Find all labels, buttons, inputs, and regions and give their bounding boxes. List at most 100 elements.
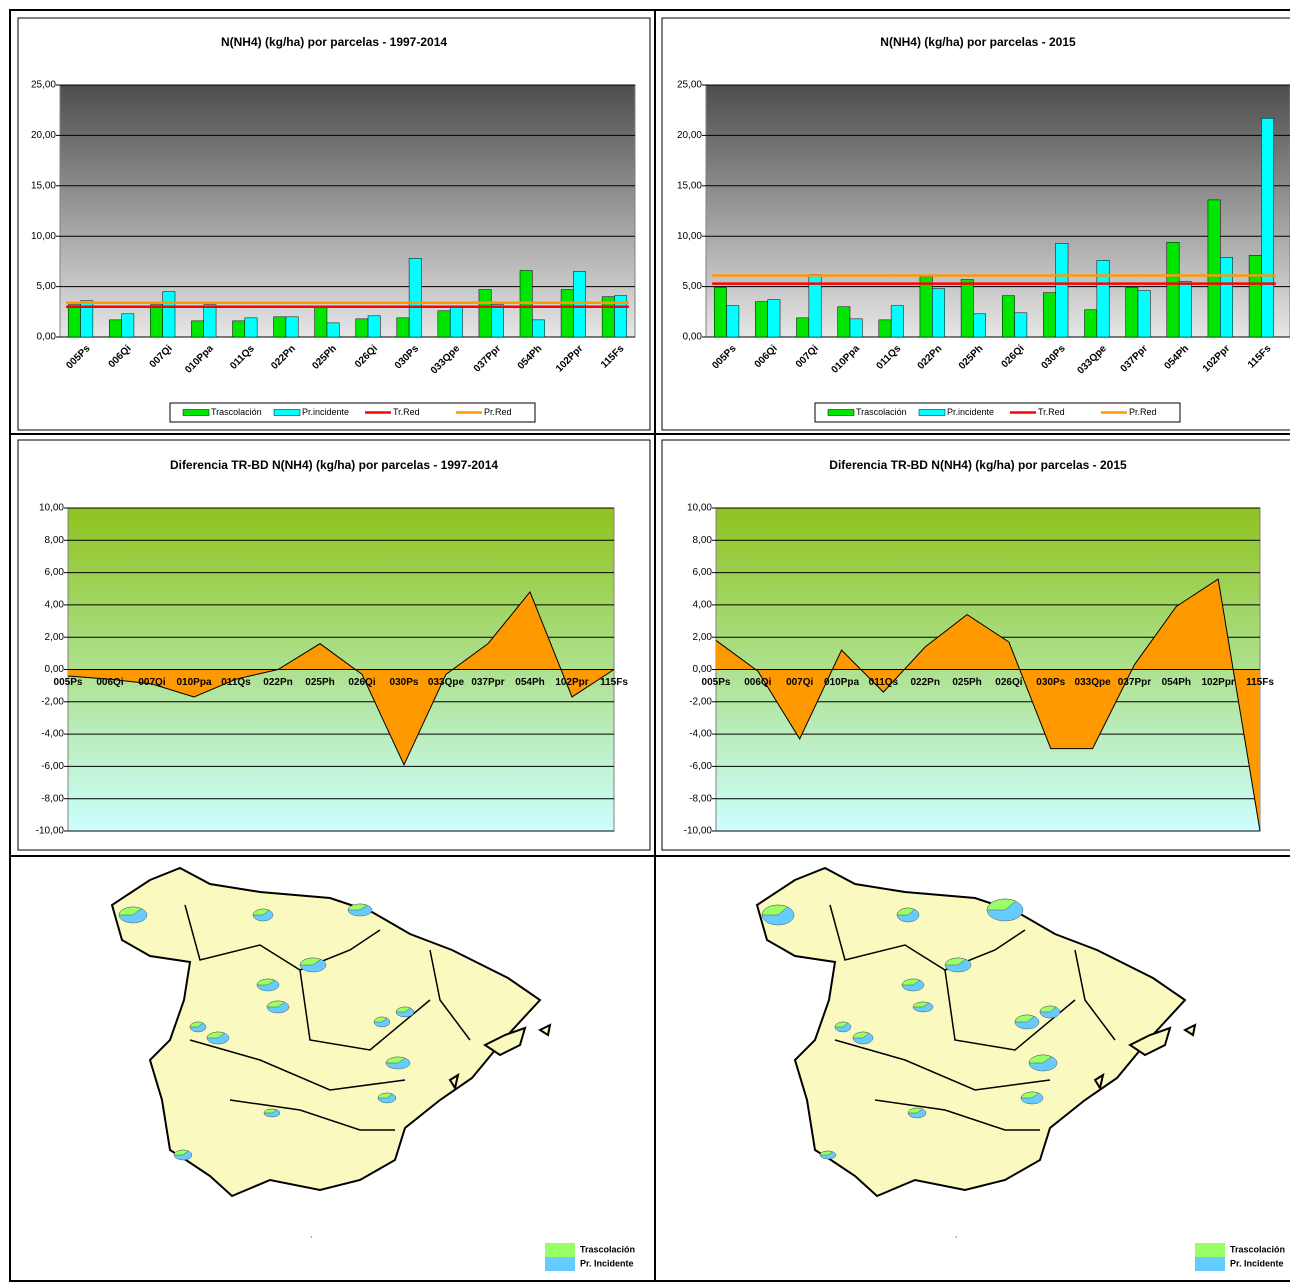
legend-label: Tr.Red xyxy=(1038,407,1065,417)
pie-slice xyxy=(206,1031,226,1039)
pie-slice xyxy=(907,1107,923,1114)
x-tick-label: 010Ppa xyxy=(176,677,211,688)
pie-slice xyxy=(385,1056,406,1064)
chart-title: Diferencia TR-BD N(NH4) (kg/ha) por parc… xyxy=(170,458,498,472)
pie-slice xyxy=(912,1001,930,1008)
bar xyxy=(878,319,892,338)
area xyxy=(716,579,1260,831)
y-tick-label: -8,00 xyxy=(689,793,712,804)
bar xyxy=(396,317,410,338)
y-tick-label: -4,00 xyxy=(41,729,64,740)
bar xyxy=(849,318,863,338)
pie-slice xyxy=(299,957,322,966)
legend-label: Pr.incidente xyxy=(302,407,349,417)
y-tick-label: 0,00 xyxy=(37,332,57,343)
bar xyxy=(491,304,504,338)
y-tick-label: 10,00 xyxy=(39,503,64,514)
legend-label: Trascolación xyxy=(1230,1244,1285,1254)
bar xyxy=(314,307,328,338)
chart-title: N(NH4) (kg/ha) por parcelas - 1997-2014 xyxy=(221,35,447,49)
pie-slice xyxy=(256,978,276,986)
legend-label: Pr.incidente xyxy=(947,407,994,417)
x-tick-label: 022Pn xyxy=(263,677,292,688)
legend-swatch xyxy=(182,409,210,416)
x-tick-label: 102Ppr xyxy=(1201,677,1234,688)
bar xyxy=(919,276,933,338)
bar xyxy=(150,304,163,338)
x-tick-label: 037Ppr xyxy=(1118,677,1151,688)
pie-slice xyxy=(373,1016,388,1023)
pie-slice xyxy=(395,1006,411,1013)
y-tick-label: -6,00 xyxy=(41,761,64,772)
pie-slice xyxy=(266,1000,286,1008)
x-tick-label: 033Qpe xyxy=(428,677,465,688)
bar xyxy=(355,318,369,338)
x-tick-label: 054Ph xyxy=(515,677,544,688)
legend-swatch xyxy=(1195,1257,1225,1271)
bar xyxy=(960,279,974,338)
legend-label: Trascolación xyxy=(211,407,262,417)
bar xyxy=(1220,257,1233,338)
y-tick-label: 20,00 xyxy=(31,130,56,141)
bar xyxy=(1096,260,1110,338)
bar xyxy=(408,258,422,338)
bar xyxy=(367,315,381,338)
pie-slice xyxy=(986,898,1017,911)
y-tick-label: 4,00 xyxy=(693,600,713,611)
x-tick-label: 011Qs xyxy=(869,677,899,688)
x-tick-label: 025Ph xyxy=(305,677,334,688)
pie-slice xyxy=(1014,1014,1035,1023)
legend-swatch xyxy=(1195,1243,1225,1257)
x-tick-label: 007Qi xyxy=(786,677,813,688)
x-tick-label: 007Qi xyxy=(138,677,165,688)
chart-title: N(NH4) (kg/ha) por parcelas - 2015 xyxy=(880,35,1076,49)
bar xyxy=(273,316,287,338)
bar xyxy=(109,319,122,338)
y-tick-label: 2,00 xyxy=(693,632,713,643)
pie-slice xyxy=(852,1031,870,1039)
y-tick-label: 5,00 xyxy=(37,281,57,292)
y-tick-label: 8,00 xyxy=(45,535,65,546)
y-tick-label: -4,00 xyxy=(689,729,712,740)
x-tick-label: 006Qi xyxy=(96,677,123,688)
pie-slice xyxy=(819,1150,834,1156)
pie-slice xyxy=(189,1021,204,1028)
pie-slice xyxy=(263,1108,278,1114)
bar xyxy=(80,300,94,338)
pie-slice xyxy=(1020,1091,1040,1099)
y-tick-label: 8,00 xyxy=(693,535,713,546)
plot-area xyxy=(59,84,636,338)
legend-swatch xyxy=(545,1257,575,1271)
bar xyxy=(203,304,217,338)
bar xyxy=(326,322,340,338)
bar xyxy=(1178,281,1192,338)
chart-title: Diferencia TR-BD N(NH4) (kg/ha) por parc… xyxy=(829,458,1127,472)
y-tick-label: -8,00 xyxy=(41,793,64,804)
legend-swatch xyxy=(827,409,855,416)
bar xyxy=(1014,312,1028,338)
bar xyxy=(1055,243,1069,338)
bar xyxy=(437,310,451,338)
legend-swatch xyxy=(273,409,301,416)
legend-label: Pr. Incidente xyxy=(1230,1258,1284,1268)
dot: . xyxy=(310,1229,313,1239)
x-tick-label: 022Pn xyxy=(910,677,939,688)
x-tick-label: 102Ppr xyxy=(555,677,588,688)
y-tick-label: -10,00 xyxy=(684,826,713,837)
bar xyxy=(755,301,768,338)
pie-slice xyxy=(896,907,916,916)
x-tick-label: 054Ph xyxy=(1162,677,1191,688)
x-tick-label: 005Ps xyxy=(54,677,83,688)
bar xyxy=(837,306,851,338)
y-tick-label: -6,00 xyxy=(689,761,712,772)
legend xyxy=(814,402,1181,423)
pie-slice xyxy=(901,978,921,986)
legend-label: Trascolación xyxy=(580,1244,635,1254)
y-tick-label: 10,00 xyxy=(687,503,712,514)
bar xyxy=(1137,290,1151,338)
legend-swatch xyxy=(918,409,946,416)
x-tick-label: 030Ps xyxy=(390,677,419,688)
area xyxy=(68,591,614,765)
y-tick-label: 6,00 xyxy=(45,567,65,578)
legend-label: Trascolación xyxy=(856,407,907,417)
